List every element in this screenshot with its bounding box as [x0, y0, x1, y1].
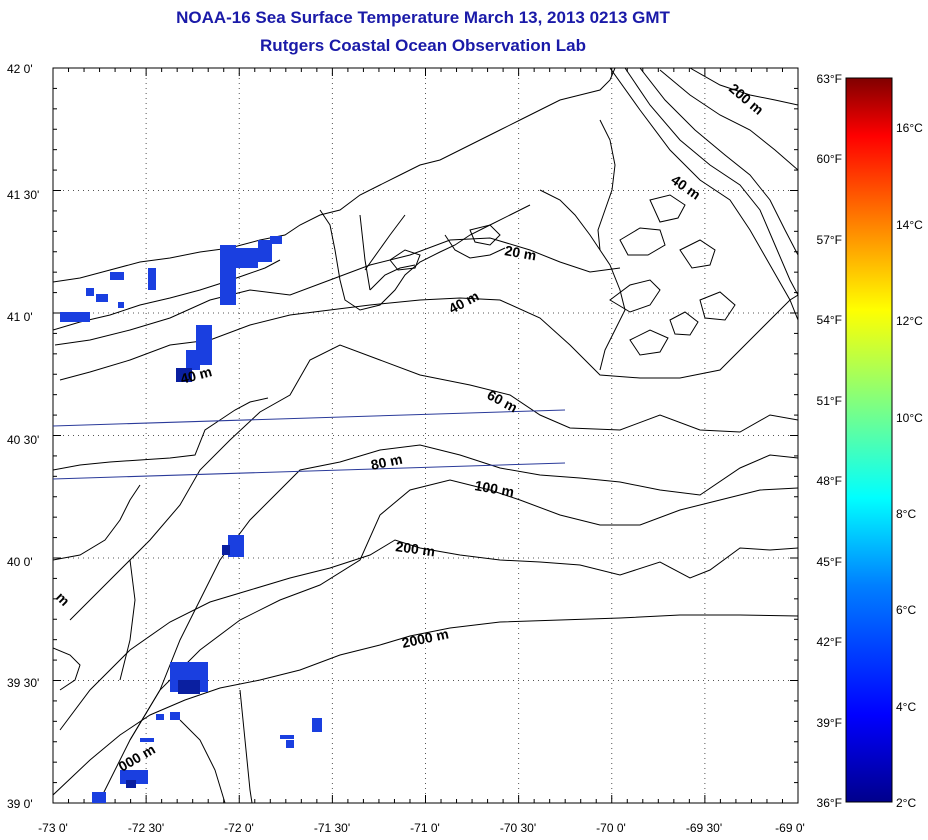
contour-label: 40 m	[179, 363, 214, 387]
fahrenheit-label: 36°F	[817, 796, 842, 810]
contour-label: 100 m	[473, 477, 515, 500]
lon-label: -70 0'	[596, 821, 626, 835]
lon-label: -69 0'	[775, 821, 805, 835]
fahrenheit-label: 39°F	[817, 716, 842, 730]
sst-pixel	[222, 545, 230, 555]
fahrenheit-label: 48°F	[817, 474, 842, 488]
sst-pixel	[286, 740, 294, 748]
sst-pixel	[258, 240, 272, 262]
fahrenheit-label: 60°F	[817, 152, 842, 166]
sst-pixel	[126, 780, 136, 788]
lon-label: -69 30'	[686, 821, 722, 835]
sst-pixel	[228, 535, 244, 557]
graticule	[53, 68, 798, 803]
lon-label: -71 30'	[314, 821, 350, 835]
fahrenheit-label: 51°F	[817, 394, 842, 408]
lon-label: -73 0'	[38, 821, 68, 835]
axis-ticks	[52, 67, 799, 804]
sst-pixels	[60, 236, 322, 803]
lon-label: -72 0'	[224, 821, 254, 835]
celsius-label: 12°C	[896, 314, 923, 328]
map-subtitle: Rutgers Coastal Ocean Observation Lab	[260, 36, 586, 55]
sst-pixel	[148, 268, 156, 290]
contour-label: 80 m	[369, 451, 404, 473]
fahrenheit-label: 45°F	[817, 555, 842, 569]
sst-pixel	[60, 312, 90, 322]
sst-pixel	[96, 294, 108, 302]
fahrenheit-label: 63°F	[817, 72, 842, 86]
contour-label: 20 m	[503, 242, 537, 263]
sst-pixel	[236, 248, 258, 268]
lat-label: 42 0'	[7, 62, 33, 76]
lon-label: -72 30'	[128, 821, 164, 835]
map-title: NOAA-16 Sea Surface Temperature March 13…	[176, 8, 670, 27]
celsius-label: 6°C	[896, 603, 916, 617]
sst-pixel	[140, 738, 154, 742]
lat-label: 39 30'	[7, 676, 39, 690]
celsius-label: 10°C	[896, 411, 923, 425]
lon-label: -70 30'	[500, 821, 536, 835]
sst-pixel	[156, 714, 164, 720]
celsius-label: 2°C	[896, 796, 916, 810]
sst-pixel	[280, 735, 294, 739]
contour-20m	[54, 237, 621, 346]
sst-pixel	[92, 792, 106, 803]
contour-60m	[69, 344, 798, 621]
sst-pixel	[170, 712, 180, 720]
longitude-labels: -73 0' -72 30' -72 0' -71 30' -71 0' -70…	[38, 821, 805, 835]
sst-pixel	[220, 245, 236, 305]
lat-label: 41 30'	[7, 188, 39, 202]
contour-80m	[129, 444, 798, 741]
sst-pixel	[110, 272, 124, 280]
bathymetry-contours	[53, 68, 798, 803]
contour-40m	[59, 294, 798, 381]
fahrenheit-label: 42°F	[817, 635, 842, 649]
sst-pixel	[270, 236, 282, 244]
contour-2000m	[53, 614, 798, 796]
colorbar	[845, 77, 893, 803]
sst-pixel	[178, 680, 200, 694]
sst-pixel	[312, 718, 322, 732]
contour-100m	[99, 479, 798, 801]
swath-edges	[53, 409, 566, 480]
celsius-label: 16°C	[896, 121, 923, 135]
contour-200m	[59, 539, 798, 731]
sst-pixel	[118, 302, 124, 308]
sst-pixel	[86, 288, 94, 296]
lat-label: 41 0'	[7, 310, 33, 324]
latitude-labels: 42 0' 41 30' 41 0' 40 30' 40 0' 39 30' 3…	[7, 62, 39, 811]
celsius-label: 8°C	[896, 507, 916, 521]
sst-pixel	[186, 350, 200, 370]
lat-label: 39 0'	[7, 797, 33, 811]
celsius-label: 14°C	[896, 218, 923, 232]
fahrenheit-scale: 63°F 60°F 57°F 54°F 51°F 48°F 45°F 42°F …	[817, 72, 842, 810]
fahrenheit-label: 54°F	[817, 313, 842, 327]
coastline	[53, 68, 616, 283]
celsius-label: 4°C	[896, 700, 916, 714]
lat-label: 40 0'	[7, 555, 33, 569]
celsius-scale: 16°C 14°C 12°C 10°C 8°C 6°C 4°C 2°C	[896, 121, 923, 810]
lat-label: 40 30'	[7, 433, 39, 447]
fahrenheit-label: 57°F	[817, 233, 842, 247]
lon-label: -71 0'	[410, 821, 440, 835]
contour-label: 200 m	[395, 538, 437, 559]
sst-pixel	[176, 368, 192, 382]
